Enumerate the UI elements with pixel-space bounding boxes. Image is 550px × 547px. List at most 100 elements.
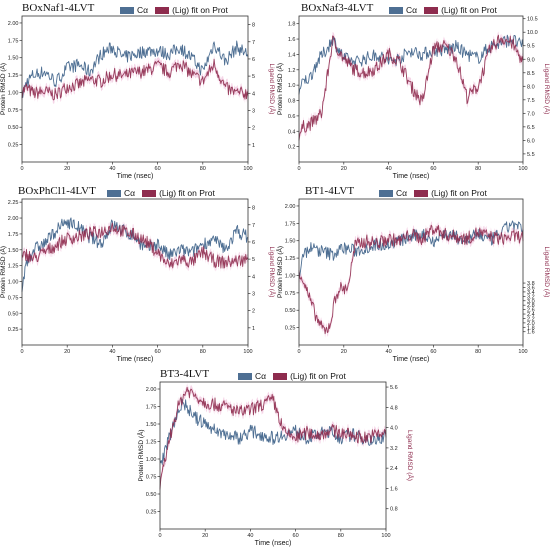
y-tick-label: 1.8 bbox=[288, 22, 296, 28]
y-right-tick-label: 6.5 bbox=[527, 125, 535, 131]
y-right-tick-label: 2 bbox=[252, 126, 255, 132]
x-tick-label: 80 bbox=[475, 349, 481, 355]
x-tick-label: 80 bbox=[200, 349, 206, 355]
legend-label-ligand: (Lig) fit on Prot bbox=[172, 5, 228, 15]
x-tick-label: 20 bbox=[64, 349, 70, 355]
y-tick-label: 2.00 bbox=[8, 216, 19, 222]
y-tick-label: 0.25 bbox=[146, 510, 157, 516]
y-tick-label: 1.25 bbox=[8, 264, 19, 270]
chart-plot: 0 20 40 60 80 100 0.2 0.4 0.6 0.8 1.0 1.2 1.4 1.6 1.8 5… bbox=[275, 15, 550, 180]
y-tick-label: 0.75 bbox=[8, 108, 19, 114]
x-tick-label: 20 bbox=[341, 166, 347, 172]
legend-swatch-ligand bbox=[424, 6, 439, 14]
y-tick-label: 0.50 bbox=[285, 308, 296, 314]
x-tick-label: 60 bbox=[155, 349, 161, 355]
x-tick-label: 0 bbox=[20, 349, 23, 355]
legend-label-ligand: (Lig) fit on Prot bbox=[431, 188, 487, 198]
chart-title: BOxPhCl1-4LVT bbox=[18, 185, 96, 197]
legend-swatch-ligand bbox=[414, 189, 429, 197]
y-right-tick-label: 8.0 bbox=[527, 84, 535, 90]
plot-frame bbox=[298, 15, 524, 163]
y-right-tick-label: 3 bbox=[252, 291, 255, 297]
legend-swatch-ligand bbox=[142, 189, 157, 197]
chart-title: BT3-4LVT bbox=[160, 368, 210, 380]
y-right-tick-label: 5 bbox=[252, 74, 255, 80]
chart-panel: BT3-4LVT Cα (Lig) fit on Prot 0 20 40 60 80 1… bbox=[136, 366, 415, 547]
y-right-tick-label: 7.0 bbox=[527, 111, 535, 117]
y-tick-label: 2.25 bbox=[8, 200, 19, 206]
x-tick-label: 80 bbox=[200, 166, 206, 172]
chart-panel: BOxPhCl1-4LVT Cα (Lig) fit on Prot 0 20 40… bbox=[0, 183, 277, 363]
x-tick-label: 60 bbox=[293, 533, 299, 539]
y-tick-label: 0.4 bbox=[288, 129, 296, 135]
x-tick-label: 100 bbox=[518, 349, 527, 355]
chart-plot: 0 20 40 60 80 100 0.25 0.50 0.75 1.00 1.25 1.50 1.75… bbox=[0, 198, 277, 363]
y-right-tick-label: 6 bbox=[252, 240, 255, 246]
y-tick-label: 1.2 bbox=[288, 68, 296, 74]
x-tick-label: 80 bbox=[338, 533, 344, 539]
chart-title: BOxNaf3-4LVT bbox=[301, 2, 374, 14]
y-right-axis-label: Ligand RMSD (Å) bbox=[406, 430, 415, 481]
legend-label-ligand: (Lig) fit on Prot bbox=[159, 188, 215, 198]
legend-swatch-ligand bbox=[155, 6, 170, 14]
y-right-tick-label: 1 bbox=[252, 326, 255, 332]
ligand-rmsd-band bbox=[22, 55, 248, 104]
y-tick-label: 1.0 bbox=[288, 83, 296, 89]
y-right-tick-label: 4 bbox=[252, 274, 255, 280]
legend-swatch-ligand bbox=[273, 372, 288, 380]
y-right-tick-label: 1.8 bbox=[527, 325, 535, 331]
x-tick-label: 40 bbox=[247, 533, 253, 539]
y-right-tick-label: 8.5 bbox=[527, 71, 535, 77]
legend-label-protein: Cα bbox=[406, 5, 418, 15]
x-tick-label: 40 bbox=[109, 349, 115, 355]
y-tick-label: 0.25 bbox=[285, 326, 296, 332]
x-tick-label: 40 bbox=[109, 166, 115, 172]
plot-frame bbox=[159, 381, 387, 530]
y-tick-label: 2.00 bbox=[8, 21, 19, 27]
plot-frame bbox=[21, 198, 249, 346]
y-right-tick-label: 10.5 bbox=[527, 17, 538, 23]
y-tick-label: 1.25 bbox=[8, 73, 19, 79]
chart-panel: BOxNaf3-4LVT Cα (Lig) fit on Prot 0 20 40 6… bbox=[275, 0, 550, 180]
x-tick-label: 100 bbox=[381, 533, 390, 539]
ligand-rmsd-line bbox=[21, 58, 249, 101]
y-right-tick-label: 7 bbox=[252, 223, 255, 229]
x-axis-label: Time (nsec) bbox=[255, 540, 292, 547]
y-tick-label: 0.50 bbox=[146, 492, 157, 498]
y-tick-label: 1.00 bbox=[285, 273, 296, 279]
x-tick-label: 100 bbox=[518, 166, 527, 172]
y-axis-label: Protein RMSD (Å) bbox=[136, 429, 145, 481]
y-axis-label: Protein RMSD (Å) bbox=[0, 246, 7, 298]
y-tick-label: 1.6 bbox=[288, 37, 296, 43]
y-right-tick-label: 1 bbox=[252, 143, 255, 149]
x-tick-label: 40 bbox=[386, 166, 392, 172]
y-right-tick-label: 5.5 bbox=[527, 152, 535, 158]
x-tick-label: 0 bbox=[158, 533, 161, 539]
y-right-tick-label: 3.4 bbox=[527, 290, 535, 296]
x-axis-label: Time (nsec) bbox=[393, 356, 430, 363]
y-tick-label: 2.00 bbox=[285, 204, 296, 210]
y-tick-label: 1.75 bbox=[285, 221, 296, 227]
chart-title: BT1-4LVT bbox=[305, 185, 355, 197]
protein-rmsd-line bbox=[21, 217, 249, 292]
y-tick-label: 1.50 bbox=[8, 248, 19, 254]
y-right-tick-label: 5.6 bbox=[390, 385, 398, 391]
legend-label-protein: Cα bbox=[396, 188, 408, 198]
y-tick-label: 0.50 bbox=[8, 311, 19, 317]
y-tick-label: 1.50 bbox=[285, 239, 296, 245]
chart-title: BOxNaf1-4LVT bbox=[22, 2, 95, 14]
ligand-rmsd-line bbox=[159, 386, 387, 490]
y-axis-label: Protein RMSD (Å) bbox=[0, 63, 7, 115]
legend-label-protein: Cα bbox=[255, 371, 267, 381]
y-tick-label: 1.75 bbox=[8, 232, 19, 238]
chart-legend: Cα (Lig) fit on Prot bbox=[379, 188, 494, 198]
x-tick-label: 100 bbox=[243, 166, 252, 172]
x-tick-label: 80 bbox=[475, 166, 481, 172]
chart-panel: BT1-4LVT Cα (Lig) fit on Prot 0 20 40 60 80 1… bbox=[275, 183, 550, 363]
y-right-tick-label: 2.4 bbox=[390, 466, 398, 472]
x-axis-label: Time (nsec) bbox=[117, 173, 154, 180]
y-right-tick-label: 0.8 bbox=[390, 507, 398, 513]
x-tick-label: 0 bbox=[297, 166, 300, 172]
y-tick-label: 1.00 bbox=[8, 280, 19, 286]
plot-frame bbox=[298, 198, 524, 346]
